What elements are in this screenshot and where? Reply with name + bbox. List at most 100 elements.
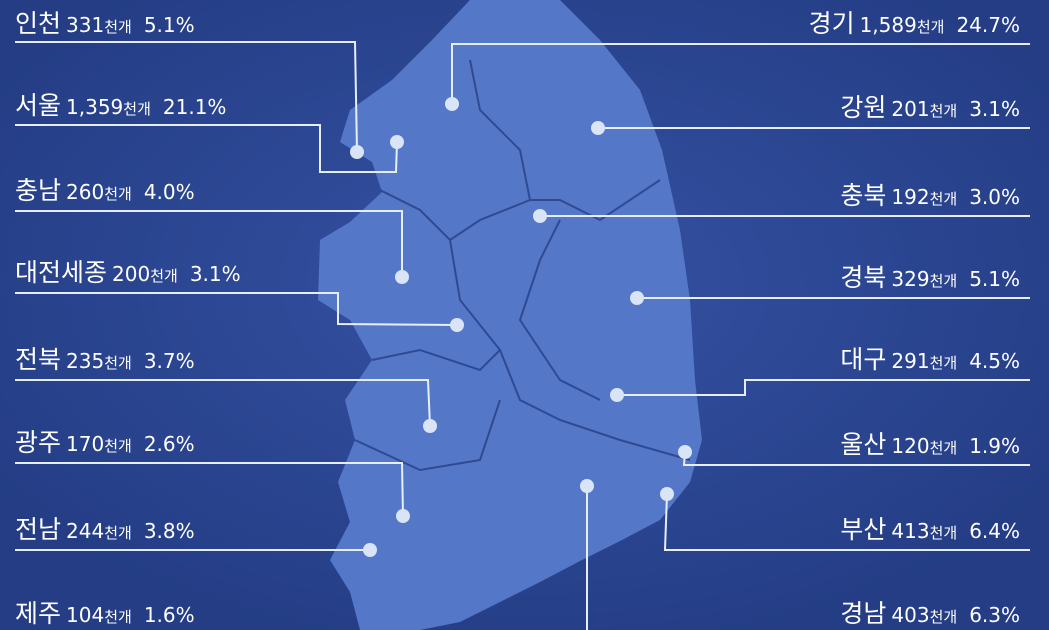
region-name: 경남 <box>840 599 886 628</box>
region-unit: 천개 <box>104 437 132 455</box>
region-label: 대전세종 200천개 3.1% <box>15 258 241 287</box>
dot <box>395 270 409 284</box>
region-unit: 천개 <box>104 608 132 626</box>
korea-map <box>318 0 702 630</box>
region-name: 인천 <box>15 9 61 38</box>
region-unit: 천개 <box>104 18 132 36</box>
region-count: 329 <box>891 267 929 291</box>
region-label: 전북 235천개 3.7% <box>15 345 195 374</box>
leader-line <box>15 210 403 277</box>
region-name: 대전세종 <box>15 258 107 287</box>
region-count: 244 <box>66 519 104 543</box>
dot <box>396 509 410 523</box>
region-name: 전북 <box>15 345 61 374</box>
leader-line <box>451 43 1030 104</box>
region-count: 235 <box>66 349 104 373</box>
region-count: 120 <box>891 434 929 458</box>
region-count: 403 <box>891 603 929 627</box>
region-share: 21.1% <box>163 95 227 119</box>
region-share: 6.3% <box>969 603 1020 627</box>
region-name: 부산 <box>840 515 886 544</box>
leader-line <box>15 292 458 326</box>
region-name: 서울 <box>15 91 61 120</box>
region-share: 3.1% <box>190 262 241 286</box>
region-label: 광주 170천개 2.6% <box>15 428 195 457</box>
region-count: 260 <box>66 180 104 204</box>
region-name: 울산 <box>840 430 886 459</box>
region-name: 충북 <box>840 181 886 210</box>
region-share: 1.6% <box>144 603 195 627</box>
region-name: 경기 <box>809 9 855 38</box>
dot <box>678 445 692 459</box>
region-label: 제주 104천개 1.6% <box>15 599 195 628</box>
region-label: 전남 244천개 3.8% <box>15 515 195 544</box>
region-name: 강원 <box>840 93 886 122</box>
region-share: 4.0% <box>144 180 195 204</box>
dot <box>363 543 377 557</box>
dot <box>450 318 464 332</box>
region-count: 192 <box>891 185 929 209</box>
region-label: 부산 413천개 6.4% <box>840 515 1020 544</box>
region-share: 2.6% <box>144 432 195 456</box>
region-count: 1,359 <box>66 95 123 119</box>
region-count: 291 <box>891 349 929 373</box>
region-unit: 천개 <box>104 524 132 542</box>
region-unit: 천개 <box>104 185 132 203</box>
region-label: 대구 291천개 4.5% <box>840 345 1020 374</box>
region-name: 광주 <box>15 428 61 457</box>
region-label: 울산 120천개 1.9% <box>840 430 1020 459</box>
dot <box>350 145 364 159</box>
region-name: 제주 <box>15 599 61 628</box>
region-label: 충북 192천개 3.0% <box>840 181 1020 210</box>
region-dots <box>350 97 692 557</box>
region-count: 1,589 <box>860 13 917 37</box>
region-name: 대구 <box>840 345 886 374</box>
region-label: 경남 403천개 6.3% <box>840 599 1020 628</box>
region-share: 24.7% <box>956 13 1020 37</box>
region-label: 경북 329천개 5.1% <box>840 263 1020 292</box>
region-name: 충남 <box>15 176 61 205</box>
region-unit: 천개 <box>930 608 958 626</box>
dot <box>660 487 674 501</box>
region-share: 6.4% <box>969 519 1020 543</box>
leader-line <box>15 379 431 427</box>
region-share: 5.1% <box>969 267 1020 291</box>
leader-line <box>617 379 1030 396</box>
region-label: 경기 1,589천개 24.7% <box>809 9 1020 38</box>
province-borders <box>354 59 691 472</box>
region-unit: 천개 <box>150 267 178 285</box>
region-count: 413 <box>891 519 929 543</box>
region-label: 충남 260천개 4.0% <box>15 176 195 205</box>
dot <box>610 388 624 402</box>
region-label: 서울 1,359천개 21.1% <box>15 91 226 120</box>
region-unit: 천개 <box>930 524 958 542</box>
region-unit: 천개 <box>930 272 958 290</box>
leader-lines <box>15 41 1030 630</box>
region-count: 200 <box>112 262 150 286</box>
dot <box>630 291 644 305</box>
dot <box>423 419 437 433</box>
region-count: 104 <box>66 603 104 627</box>
leader-line <box>15 124 398 173</box>
region-share: 5.1% <box>144 13 195 37</box>
region-name: 경북 <box>840 263 886 292</box>
dot <box>580 479 594 493</box>
region-unit: 천개 <box>930 439 958 457</box>
region-share: 3.0% <box>969 185 1020 209</box>
region-unit: 천개 <box>123 100 151 118</box>
region-unit: 천개 <box>917 18 945 36</box>
region-share: 3.7% <box>144 349 195 373</box>
region-labels: 인천 331천개 5.1%서울 1,359천개 21.1%충남 260천개 4.0%대전세종… <box>15 9 1020 628</box>
region-count: 331 <box>66 13 104 37</box>
region-label: 인천 331천개 5.1% <box>15 9 195 38</box>
dot <box>445 97 459 111</box>
leader-line <box>15 41 358 153</box>
region-count: 201 <box>891 97 929 121</box>
leader-line <box>663 493 1030 551</box>
region-share: 1.9% <box>969 434 1020 458</box>
region-unit: 천개 <box>104 354 132 372</box>
region-share: 4.5% <box>969 349 1020 373</box>
region-label: 강원 201천개 3.1% <box>840 93 1020 122</box>
region-unit: 천개 <box>930 354 958 372</box>
